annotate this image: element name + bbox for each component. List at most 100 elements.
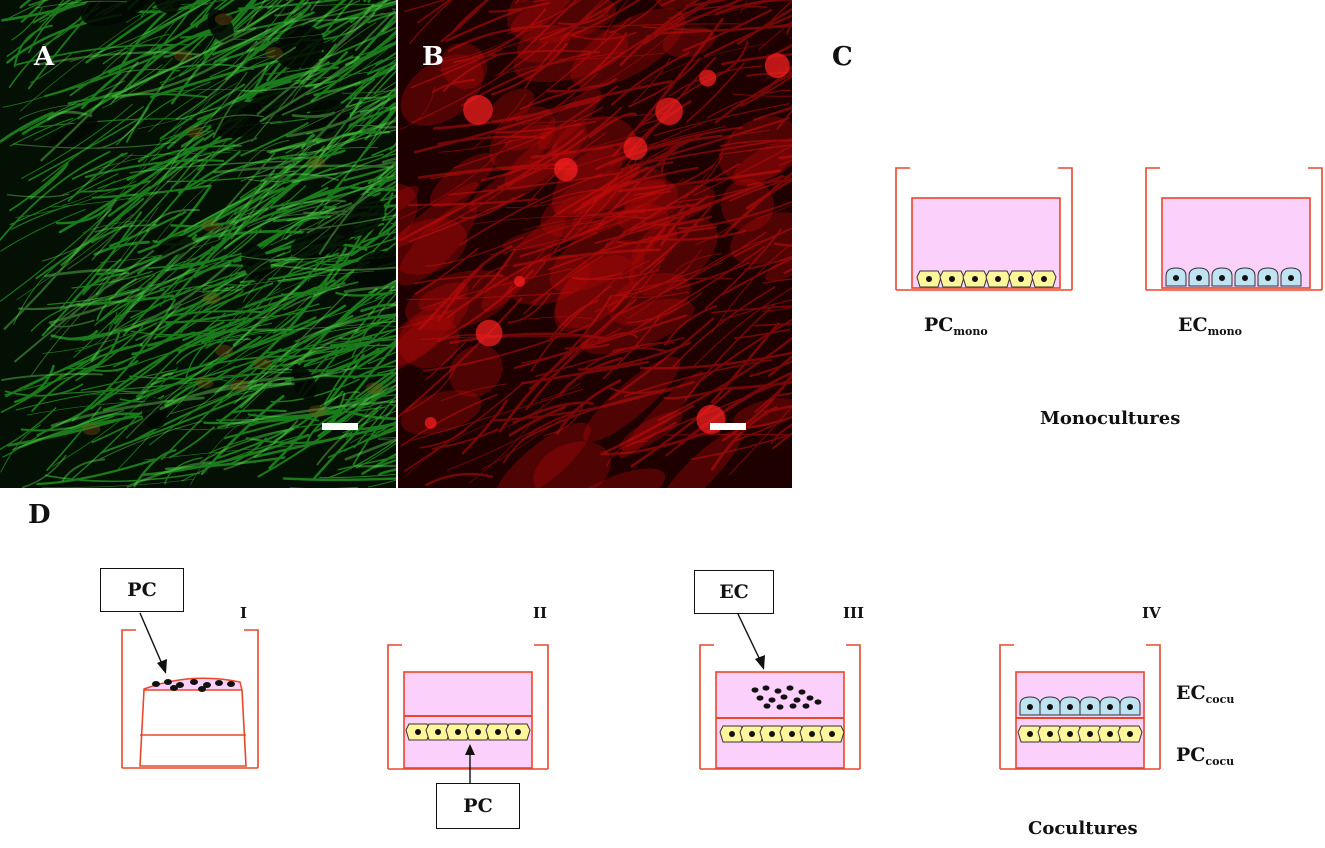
bright-spot <box>424 417 437 429</box>
pc-mono-well-left-rim <box>895 167 910 290</box>
nucleus <box>1196 275 1202 281</box>
ec-suspension-cell <box>776 704 784 710</box>
nucleus-spot <box>202 292 221 305</box>
step1-well-right-rim <box>244 629 259 768</box>
red-cell-body <box>489 106 556 171</box>
ec-suspension-cell <box>798 689 806 695</box>
red-cell-body <box>481 214 566 312</box>
bright-spot <box>623 136 648 161</box>
nucleus <box>949 276 955 282</box>
arrowhead <box>157 659 167 674</box>
dark-gap <box>141 397 167 429</box>
dark-gap <box>207 9 234 44</box>
dark-gap <box>45 118 98 150</box>
red-cell-body <box>495 422 591 488</box>
pc-suspension-cell <box>203 682 211 688</box>
panel-label-b: B <box>422 42 444 72</box>
red-cell-body <box>489 88 534 124</box>
red-cell-body <box>540 166 667 238</box>
nucleus <box>515 729 521 735</box>
nucleus <box>475 729 481 735</box>
nucleus <box>829 731 835 737</box>
red-cell-body <box>551 146 623 218</box>
red-cell-body <box>537 89 602 150</box>
ec-suspension-cell <box>774 688 782 694</box>
red-cell-body <box>733 397 792 429</box>
nucleus-spot <box>201 219 220 232</box>
pc-suspension-cell <box>190 679 198 685</box>
red-cell-body <box>554 239 645 333</box>
arrowhead <box>755 655 765 670</box>
bright-spot <box>655 97 683 126</box>
pc-mono-label: PCmono <box>924 314 988 338</box>
red-cell-body <box>719 116 792 184</box>
bright-spot <box>475 319 503 347</box>
red-cell-body <box>440 42 488 89</box>
fiber-texture <box>1 0 396 488</box>
nucleus <box>749 731 755 737</box>
ec-suspension-cell <box>814 699 822 705</box>
nucleus <box>729 731 735 737</box>
red-cell-body <box>400 54 484 126</box>
ec-cocu-label: ECcocu <box>1176 682 1235 706</box>
nucleus-spot <box>173 49 192 62</box>
red-cell-body <box>624 179 678 220</box>
nucleus <box>1067 731 1073 737</box>
bright-spot <box>554 157 578 182</box>
nucleus <box>1027 704 1033 710</box>
bright-spot <box>764 53 790 79</box>
dark-gap <box>241 243 271 283</box>
red-cell-body <box>506 0 581 33</box>
nucleus <box>995 276 1001 282</box>
red-cell-body <box>398 185 419 223</box>
red-cell-body <box>631 224 678 270</box>
microscopy-panel-a: A <box>0 0 396 488</box>
dark-gap <box>274 25 324 69</box>
red-cell-body <box>468 149 575 213</box>
ec-suspension-cell <box>768 697 776 703</box>
step2-well-left-rim <box>387 644 402 769</box>
red-fluorescence-image <box>398 0 792 488</box>
red-cell-body <box>628 218 718 296</box>
red-cell-body <box>616 184 716 232</box>
nucleus <box>1027 731 1033 737</box>
red-cell-body <box>554 180 666 215</box>
nucleus <box>495 729 501 735</box>
dark-gap <box>211 101 265 139</box>
nucleus <box>1067 704 1073 710</box>
pc-box-label: PC <box>100 568 184 612</box>
nucleus <box>1173 275 1179 281</box>
microscopy-panel-b: B <box>398 0 792 488</box>
ec-mono-well-right-rim <box>1308 167 1323 290</box>
pc-suspension-cell <box>152 681 160 687</box>
nucleus-spot <box>253 357 272 370</box>
nucleus <box>1127 731 1133 737</box>
red-cell-body <box>619 371 704 459</box>
red-cell-body <box>516 24 570 63</box>
arrowhead <box>465 744 475 755</box>
bright-spot <box>463 95 493 125</box>
dark-gap <box>157 236 194 257</box>
red-cell-body <box>429 152 496 208</box>
arrow-pc-to-drop <box>139 612 163 665</box>
red-cell-body <box>502 220 605 250</box>
red-cell-body <box>510 0 616 44</box>
red-cell-body <box>418 282 469 311</box>
pc-suspension-cell <box>170 685 178 691</box>
red-cell-body <box>448 345 503 397</box>
nucleus <box>1242 275 1248 281</box>
red-cell-body <box>400 390 482 435</box>
step1-well-left-rim <box>121 629 136 768</box>
nucleus <box>1127 704 1133 710</box>
red-cell-body <box>572 164 640 227</box>
pc-cocu-label: PCcocu <box>1176 744 1235 768</box>
step-label-2: II <box>533 604 548 622</box>
nucleus <box>769 731 775 737</box>
red-cell-body <box>504 123 588 191</box>
red-cell-body <box>721 178 774 232</box>
ec-suspension-cell <box>793 697 801 703</box>
panel-label-a: A <box>34 42 55 72</box>
step3-insert <box>715 671 845 769</box>
nucleus <box>1107 731 1113 737</box>
